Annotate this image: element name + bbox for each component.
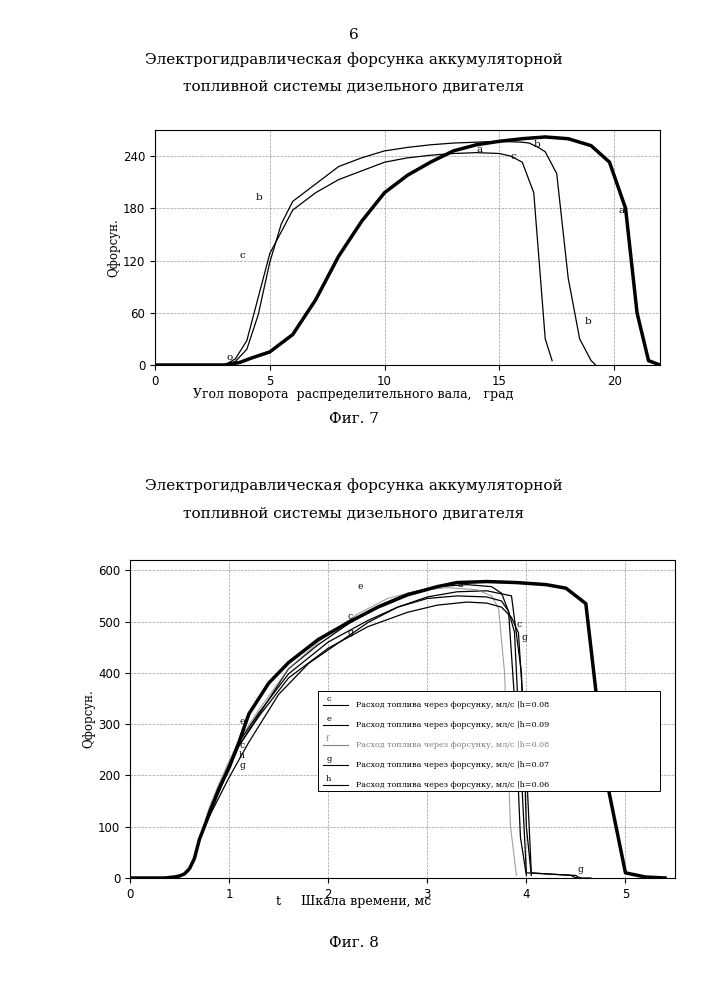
Text: топливной системы дизельного двигателя: топливной системы дизельного двигателя: [183, 80, 524, 94]
Text: e: e: [358, 582, 363, 591]
Text: 6: 6: [349, 28, 358, 42]
Text: Фиг. 7: Фиг. 7: [329, 412, 378, 426]
Text: t     Шкала времени, мс: t Шкала времени, мс: [276, 895, 431, 908]
Y-axis label: Qфорсун.: Qфорсун.: [107, 218, 120, 277]
Text: c: c: [240, 251, 245, 260]
Text: h: h: [326, 775, 332, 783]
Text: Расход топлива через форсунку, мл/с |h=0.07: Расход топлива через форсунку, мл/с |h=0…: [351, 761, 549, 769]
Text: g: g: [326, 755, 332, 763]
Text: c: c: [326, 695, 331, 703]
Text: h: h: [239, 751, 245, 760]
Text: a: a: [457, 580, 462, 589]
Text: g: g: [521, 633, 527, 642]
Text: топливной системы дизельного двигателя: топливной системы дизельного двигателя: [183, 507, 524, 521]
Text: f: f: [326, 735, 329, 743]
Text: o: o: [226, 353, 233, 362]
Text: e: e: [326, 715, 331, 723]
Text: c: c: [510, 152, 517, 161]
Text: g: g: [239, 761, 245, 770]
Text: c: c: [239, 741, 244, 750]
Text: Расход топлива через форсунку, мл/с |h=0.06: Расход топлива через форсунку, мл/с |h=0…: [351, 781, 549, 789]
Text: b: b: [256, 193, 263, 202]
Text: Расход топлива через форсунку, мл/с |h=0.08: Расход топлива через форсунку, мл/с |h=0…: [351, 701, 549, 709]
Text: Расход топлива через форсунку, мл/с |h=0.08: Расход топлива через форсунку, мл/с |h=0…: [351, 741, 549, 749]
Text: Расход топлива через форсунку, мл/с |h=0.09: Расход топлива через форсунку, мл/с |h=0…: [351, 721, 549, 729]
Text: b: b: [534, 140, 540, 149]
Text: Электрогидравлическая форсунка аккумуляторной: Электрогидравлическая форсунка аккумулят…: [145, 52, 562, 67]
Bar: [318, 691, 660, 791]
Text: Угол поворота  распределительного вала,   град: Угол поворота распределительного вала, г…: [193, 388, 514, 401]
Text: g: g: [348, 628, 354, 637]
Text: e: e: [239, 717, 245, 726]
Text: g: g: [578, 865, 584, 874]
Text: c: c: [516, 620, 522, 629]
Text: Электрогидравлическая форсунка аккумуляторной: Электрогидравлическая форсунка аккумулят…: [145, 478, 562, 493]
Text: a: a: [619, 206, 625, 215]
Text: a: a: [477, 145, 482, 154]
Text: Фиг. 8: Фиг. 8: [329, 936, 378, 950]
Text: c: c: [348, 612, 353, 621]
Text: b: b: [584, 317, 591, 326]
Y-axis label: Qфорсун.: Qфорсун.: [82, 690, 95, 748]
